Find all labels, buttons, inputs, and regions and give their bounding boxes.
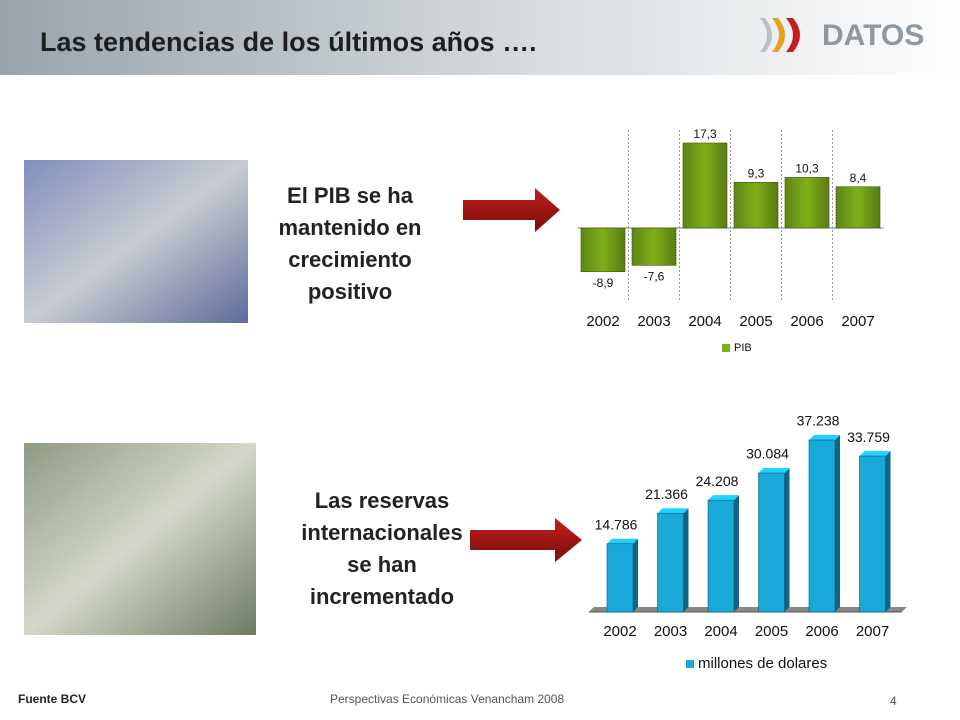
bar-side: [633, 538, 638, 612]
bar: [707, 499, 735, 613]
body-text: se han: [347, 552, 417, 577]
footer-center: Perspectivas Económicas Venancham 2008: [330, 692, 564, 706]
bar-side: [835, 435, 840, 612]
x-tick-label: 2003: [654, 623, 687, 640]
value-label: 30.084: [746, 446, 789, 462]
bar-top: [859, 451, 891, 457]
x-tick-label: 2004: [688, 313, 721, 330]
logo-text: DATOS: [822, 19, 924, 52]
body-text: incrementado: [310, 584, 454, 609]
body-text: El PIB se ha: [287, 183, 414, 208]
page-number: 4: [890, 694, 897, 708]
bar-side: [683, 508, 689, 612]
x-tick-label: 2007: [856, 623, 889, 640]
body-text: Las reservas: [315, 488, 450, 513]
bar: [631, 227, 677, 266]
bar: [835, 186, 881, 229]
x-tick-label: 2005: [755, 623, 788, 640]
header-bar: [0, 0, 960, 75]
bar-top: [607, 538, 638, 544]
value-label: 37.238: [797, 413, 840, 429]
slide-title: Las tendencias de los últimos años ….: [40, 27, 537, 57]
value-label: 33.759: [847, 429, 890, 445]
x-tick-label: 2004: [704, 623, 737, 640]
body-text: crecimiento: [288, 247, 412, 272]
legend-label: PIB: [734, 342, 752, 354]
bar-side: [885, 451, 891, 612]
legend-swatch: [686, 660, 694, 668]
bar: [758, 472, 785, 613]
x-tick-label: 2002: [603, 623, 636, 640]
value-label: 24.208: [696, 473, 739, 489]
legend-swatch: [722, 344, 730, 352]
bar: [606, 543, 634, 613]
logo: DATOS: [760, 18, 924, 52]
bar-top: [657, 508, 689, 514]
bar-top: [758, 468, 790, 474]
bar-top: [809, 435, 840, 440]
value-label: 9,3: [748, 166, 765, 180]
value-label: 14.786: [595, 516, 638, 532]
banknotes-image: [24, 443, 256, 635]
body-text: positivo: [308, 279, 392, 304]
bar-top: [708, 495, 739, 501]
legend-label: millones de dolares: [698, 655, 827, 672]
value-label: 17,3: [693, 127, 717, 141]
x-tick-label: 2002: [586, 313, 619, 330]
body-text: mantenido en: [278, 215, 421, 240]
value-label: 10,3: [795, 162, 819, 176]
bar: [580, 227, 626, 273]
money-image: [24, 160, 248, 323]
body-text: internacionales: [301, 520, 462, 545]
value-label: -7,6: [644, 270, 665, 284]
bar-side: [734, 495, 739, 612]
bar: [682, 142, 728, 229]
x-tick-label: 2007: [841, 313, 874, 330]
value-label: -8,9: [593, 276, 614, 290]
bar-side: [784, 468, 790, 612]
x-tick-label: 2003: [637, 313, 670, 330]
arrow: [463, 188, 560, 232]
bar: [657, 513, 684, 613]
x-tick-label: 2006: [805, 623, 838, 640]
bar: [784, 177, 830, 229]
arrow: [470, 518, 582, 562]
value-label: 21.366: [645, 486, 688, 502]
x-tick-label: 2006: [790, 313, 823, 330]
footer-source: Fuente BCV: [18, 692, 86, 706]
bar: [859, 455, 886, 613]
x-tick-label: 2005: [739, 313, 772, 330]
bar: [808, 439, 836, 613]
bar: [733, 182, 779, 229]
value-label: 8,4: [850, 171, 867, 185]
